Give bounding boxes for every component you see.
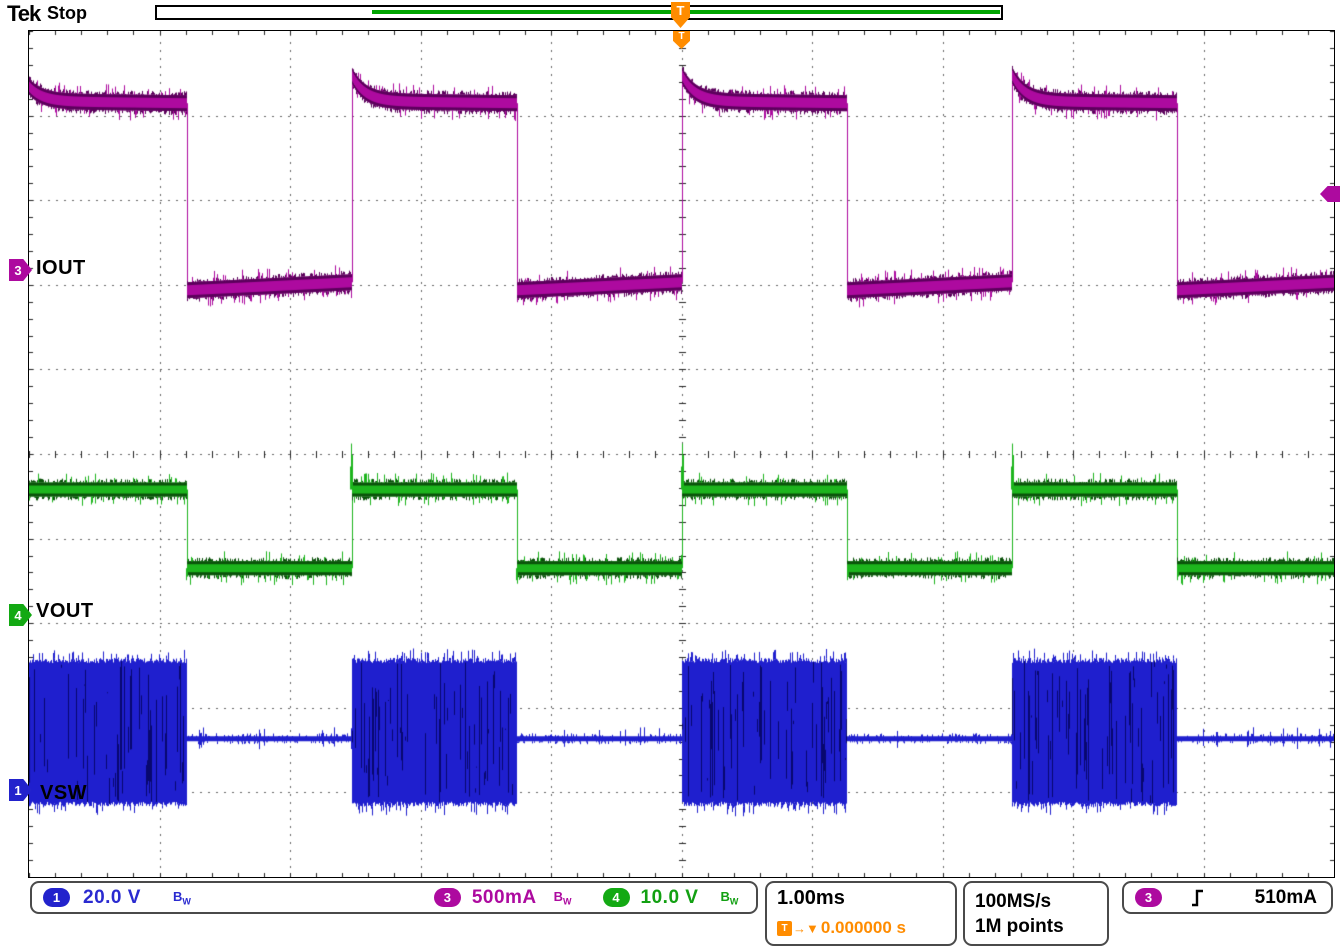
ch4-bw-sub: W	[729, 896, 739, 907]
trace-label-vsw: VSW	[40, 782, 88, 804]
trigger-point-flag: T	[673, 31, 690, 49]
trigger-t-icon: T	[777, 920, 792, 936]
waveform-canvas	[29, 31, 1334, 877]
acquisition-preview-bar	[155, 5, 1003, 20]
ch1-ground-marker: 1	[9, 779, 32, 801]
acquisition-box: 100MS/s 1M points	[963, 881, 1109, 946]
trigger-box: 3 510mA	[1122, 881, 1333, 914]
ch1-bw-letter: B	[172, 888, 183, 904]
ch4-ground-marker: 4	[9, 604, 32, 626]
acquisition-status: Stop	[47, 3, 87, 23]
trigger-point-flag-label: T	[678, 31, 685, 42]
rising-edge-icon	[1190, 887, 1205, 909]
sample-rate-readout: 100MS/s	[975, 891, 1052, 912]
ch1-bw-sub: W	[182, 896, 191, 907]
ch4-scale-readout: 10.0 V	[640, 886, 699, 908]
ch4-badge-number: 4	[612, 890, 620, 905]
trigger-source-badge: 3	[1135, 888, 1162, 907]
ch3-bw-sub: W	[563, 896, 572, 907]
ch3-scale-readout: 500mA	[471, 886, 537, 908]
channel-scales-box: 1 20.0 V BW 3 500mA BW 4 10.0 V BW	[30, 881, 758, 914]
trace-label-vout: VOUT	[36, 600, 94, 622]
ch3-badge: 3	[433, 888, 461, 907]
ch3-bandwidth-icon: BW	[554, 889, 572, 907]
ch1-bandwidth-icon: BW	[173, 889, 191, 907]
horizontal-box: 1.00ms T →▼ 0.000000 s	[765, 881, 957, 946]
trigger-level-readout: 510mA	[1254, 886, 1317, 908]
ch4-bw-letter: B	[720, 888, 730, 904]
trigger-t-icon-letter: T	[781, 922, 788, 934]
ch3-ground-marker-number: 3	[14, 262, 22, 278]
tek-logo: Tek	[7, 1, 41, 26]
record-length-readout: 1M points	[975, 916, 1064, 937]
graticule: T	[28, 30, 1335, 878]
ch4-badge: 4	[602, 888, 630, 907]
ch1-badge-number: 1	[52, 890, 61, 905]
ch1-scale-readout: 20.0 V	[83, 886, 141, 908]
trigger-source-number: 3	[1144, 890, 1153, 905]
time-scale-readout: 1.00ms	[777, 887, 845, 909]
ch3-ground-marker: 3	[9, 259, 32, 281]
ch3-bw-letter: B	[553, 888, 564, 904]
trace-label-iout: IOUT	[36, 257, 86, 279]
ch1-badge: 1	[43, 888, 70, 907]
trigger-position-marker-label: T	[676, 3, 685, 18]
trigger-arrow-glyphs: →▼	[793, 920, 819, 936]
ch4-ground-marker-number: 4	[14, 607, 22, 623]
trigger-position-marker: T	[671, 2, 690, 28]
ch4-bandwidth-icon: BW	[720, 889, 738, 907]
trigger-position-readout: T →▼ 0.000000 s	[777, 918, 945, 938]
ch1-ground-marker-number: 1	[14, 782, 22, 798]
trigger-level-arrow-icon	[1320, 186, 1340, 202]
trigger-position-value: 0.000000 s	[820, 918, 906, 937]
ch3-badge-number: 3	[443, 890, 451, 905]
